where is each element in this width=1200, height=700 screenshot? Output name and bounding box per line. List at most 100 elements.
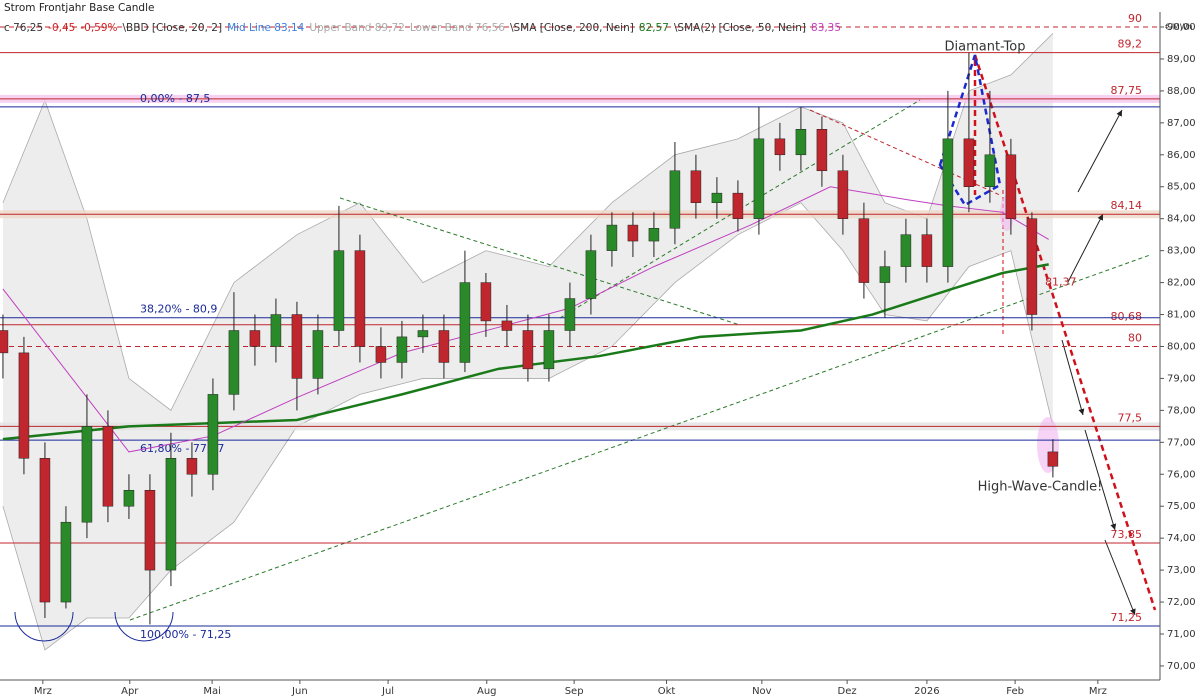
- y-tick-label: 80,00: [1167, 341, 1196, 352]
- bottom-arc: [114, 611, 174, 642]
- level-label: 90: [1128, 12, 1142, 25]
- candle-body: [81, 426, 93, 523]
- x-tick-label: Mrz: [34, 686, 52, 697]
- y-tick-label: 84,00: [1167, 214, 1196, 225]
- candle-body: [627, 224, 639, 242]
- x-tick-label: Mrz: [1089, 686, 1107, 697]
- trend-line: [973, 54, 1157, 611]
- header-item: \BBD [Close, 20, 2]: [123, 22, 223, 34]
- candle-body: [816, 128, 828, 172]
- annotation: High-Wave-Candle!: [978, 480, 1103, 495]
- candle-body: [291, 314, 303, 379]
- bottom-arc: [14, 611, 74, 642]
- candle-body: [1047, 451, 1059, 467]
- candle-body: [669, 170, 681, 229]
- marker-label: 81,37: [1045, 276, 1077, 289]
- candle-body: [501, 320, 513, 331]
- moving-average: [2, 186, 1049, 453]
- arrow: [1077, 109, 1123, 193]
- candle-body: [249, 330, 261, 347]
- candle-body: [39, 458, 51, 603]
- candle-body: [228, 330, 240, 395]
- candle-body: [375, 346, 387, 363]
- candle-body: [900, 234, 912, 267]
- x-tick-label: Jun: [291, 686, 308, 697]
- candle-body: [690, 170, 702, 203]
- candle-body: [942, 138, 954, 267]
- x-tick-label: Aug: [477, 686, 497, 697]
- fib-label: 38,20% - 80,9: [140, 303, 217, 316]
- candle-body: [207, 394, 219, 475]
- arrow: [1104, 539, 1136, 616]
- y-tick-label: 87,00: [1167, 118, 1196, 129]
- x-tick-label: Nov: [752, 686, 772, 697]
- y-tick-label: 70,00: [1167, 661, 1196, 672]
- candle-body: [144, 489, 156, 571]
- candle-body: [459, 282, 471, 363]
- candle-body: [606, 224, 618, 251]
- candle-body: [732, 192, 744, 219]
- arrow: [1067, 213, 1104, 283]
- level-label: 87,75: [1111, 84, 1143, 97]
- y-tick-label: 88,00: [1167, 86, 1196, 97]
- y-tick-label: 79,00: [1167, 373, 1196, 384]
- candle-body: [753, 138, 765, 219]
- fib-label: 0,00% - 87,5: [140, 92, 210, 105]
- header-item: Mid Line 83,14: [227, 22, 305, 34]
- candle-body: [543, 330, 555, 370]
- header-item: 83,35: [811, 22, 841, 34]
- header-legend: c 76,25 -0,45 -0,59% \BBD [Close, 20, 2] Mid…: [4, 22, 841, 34]
- arrow: [1061, 339, 1085, 416]
- diamond-pattern: [938, 54, 1002, 207]
- moving-average: [2, 263, 1049, 441]
- y-tick-label: 82,00: [1167, 278, 1196, 289]
- x-tick-label: Dez: [838, 686, 857, 697]
- y-tick-label: 90,00: [1167, 22, 1196, 33]
- arrow: [1084, 429, 1117, 531]
- candle-body: [648, 228, 660, 242]
- level-label: 77,5: [1118, 411, 1143, 424]
- candle-body: [774, 138, 786, 156]
- candle-body: [963, 138, 975, 187]
- header-item: c 76,25: [4, 22, 43, 34]
- header-item: 82,57: [639, 22, 669, 34]
- candle-body: [270, 314, 282, 347]
- candle-body: [396, 336, 408, 363]
- y-tick-label: 86,00: [1167, 150, 1196, 161]
- marks-layer: 90 89,2 87,75 84,14 80,68 80 77,5 73,85 71,25 0,0…: [0, 12, 1160, 641]
- header-item: Lower Band 76,56: [410, 22, 505, 34]
- trend-line: [129, 254, 1151, 621]
- x-tick-label: 2026: [914, 686, 939, 697]
- y-tick-label: 75,00: [1167, 501, 1196, 512]
- fib-label: 100,00% - 71,25: [140, 628, 231, 641]
- candle-body: [984, 154, 996, 187]
- y-tick-label: 83,00: [1167, 246, 1196, 257]
- header-item: \SMA(2) [Close, 50, Nein]: [674, 22, 806, 34]
- candle-body: [837, 170, 849, 219]
- candle-body: [312, 330, 324, 379]
- level-label: 71,25: [1111, 611, 1143, 624]
- level-label: 89,2: [1118, 38, 1143, 51]
- y-tick-label: 77,00: [1167, 437, 1196, 448]
- candle-body: [165, 458, 177, 571]
- x-tick-label: Apr: [121, 686, 139, 697]
- annotation: Diamant-Top: [945, 40, 1026, 55]
- header-item: Upper Band 89,72: [309, 22, 404, 34]
- candle-body: [585, 250, 597, 299]
- candle-body: [438, 330, 450, 363]
- level-label: 73,85: [1111, 528, 1143, 541]
- level-label: 84,14: [1111, 199, 1143, 212]
- y-tick-label: 76,00: [1167, 469, 1196, 480]
- candle-body: [921, 234, 933, 267]
- candle-body: [522, 330, 534, 370]
- candle-body: [1005, 154, 1017, 219]
- candle-body: [417, 330, 429, 338]
- candle-body: [0, 330, 9, 354]
- header-item: \SMA [Close, 200, Nein]: [510, 22, 634, 34]
- candle-body: [18, 352, 30, 459]
- y-tick-label: 81,00: [1167, 310, 1196, 321]
- y-tick-label: 73,00: [1167, 565, 1196, 576]
- level-label: 80,68: [1111, 310, 1143, 323]
- y-unit: €/MWh: [1165, 23, 1193, 32]
- candle-body: [354, 250, 366, 347]
